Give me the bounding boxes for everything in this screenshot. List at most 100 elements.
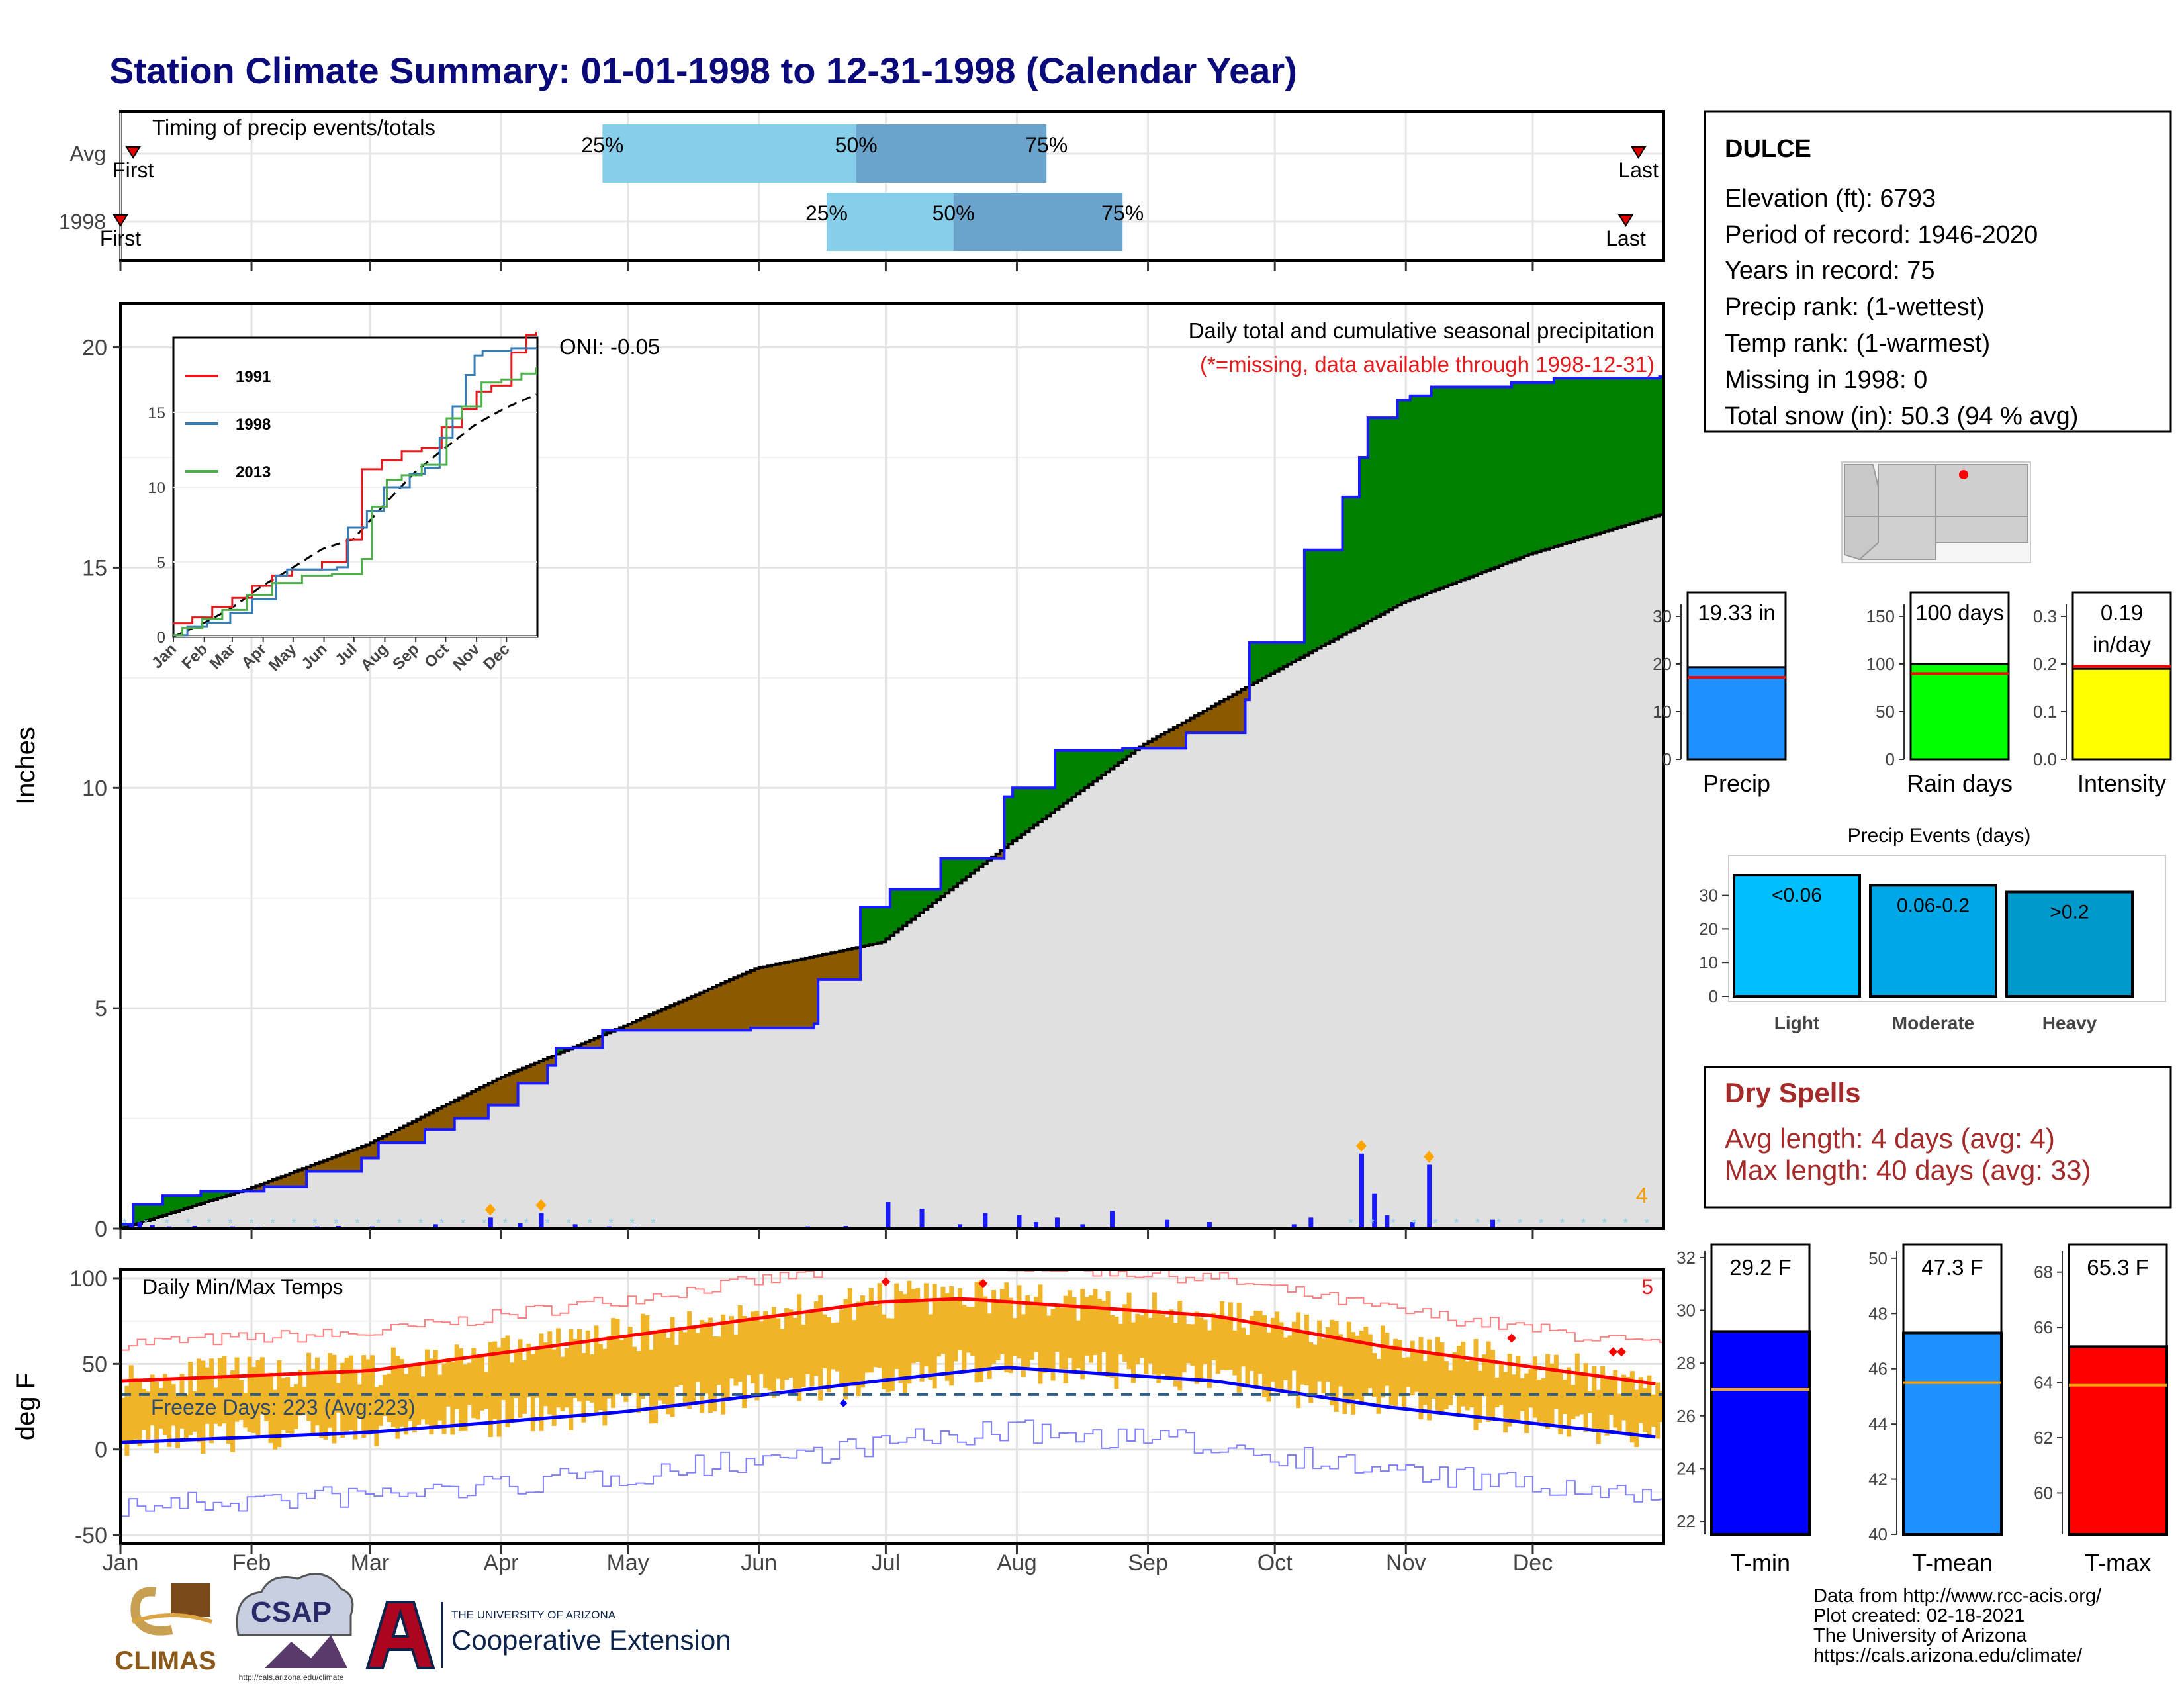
first-event-marker-icon: [125, 146, 141, 159]
tmin-bar-label: T-min: [1731, 1549, 1790, 1576]
daily-temp-range-bar: [1177, 1301, 1183, 1391]
snow-day-marker-icon: *: [1433, 1217, 1437, 1230]
daily-temp-range-bar: [1439, 1342, 1445, 1415]
summary-bar-value-label: 19.33 in: [1698, 600, 1775, 625]
daily-temp-range-bar: [1452, 1352, 1457, 1395]
daily-temp-range-bar: [467, 1362, 472, 1405]
daily-temp-range-bar: [1482, 1354, 1487, 1397]
daily-temp-range-bar: [535, 1348, 540, 1398]
last-event-label: Last: [1618, 158, 1659, 182]
daily-temp-range-bar: [293, 1384, 298, 1429]
daily-precip-bar: [1308, 1217, 1314, 1229]
daily-temp-range-bar: [856, 1301, 861, 1397]
daily-precip-bar: [1054, 1217, 1060, 1229]
snow-day-marker-icon: *: [165, 1217, 169, 1230]
dry-spells-avg: Avg length: 4 days (avg: 4): [1725, 1123, 2055, 1154]
daily-temp-range-bar: [539, 1333, 544, 1431]
daily-temp-range-bar: [1156, 1310, 1161, 1383]
month-label: Mar: [351, 1550, 390, 1575]
daily-temp-range-bar: [429, 1358, 434, 1435]
daily-temp-range-bar: [1579, 1375, 1584, 1415]
daily-temp-range-bar: [1071, 1297, 1077, 1372]
credits: Data from http://www.rcc-acis.org/ Plot …: [1813, 1585, 2102, 1666]
summary-bars: 0 10 20 30 19.33 in 0 50 100 150 100 days 0.0 0.1 0.…: [1653, 591, 2172, 769]
climas-logo[interactable]: CLIMAS: [114, 1583, 216, 1675]
summary-bar-tick-label: 0: [1662, 749, 1672, 769]
daily-temp-range-bar: [1600, 1366, 1606, 1433]
temp-series: [120, 1270, 1664, 1517]
daily-temp-range-bar: [518, 1339, 523, 1418]
daily-temp-range-bar: [1089, 1295, 1094, 1363]
daily-temp-range-bar: [183, 1395, 189, 1441]
credit-website: https://cals.arizona.edu/climate/: [1813, 1645, 2083, 1666]
daily-temp-range-bar: [128, 1365, 134, 1442]
daily-temp-range-bar: [412, 1364, 417, 1433]
station-years: Years in record: 75: [1725, 257, 1935, 285]
daily-temp-range-bar: [437, 1374, 443, 1421]
daily-temp-range-bar: [936, 1299, 942, 1357]
daily-temp-range-bar: [615, 1318, 620, 1395]
daily-temp-range-bar: [1435, 1336, 1440, 1413]
event-bar-value-label: >0.2: [2050, 901, 2089, 923]
temp-summary-tick-label: 50: [1868, 1248, 1888, 1268]
inset-legend-label: 1991: [236, 368, 271, 386]
daily-temp-range-bar: [1422, 1361, 1428, 1405]
daily-temp-range-bar: [826, 1317, 831, 1393]
summary-bar-tick-label: 10: [1653, 702, 1672, 722]
daily-temp-range-bar: [1144, 1311, 1149, 1374]
daily-temp-range-bar: [1334, 1321, 1339, 1412]
daily-temp-range-bar: [1567, 1367, 1572, 1437]
daily-temp-range-bar: [1097, 1299, 1102, 1375]
precip-y-tick-label: 20: [82, 336, 107, 361]
tmax-bar-label: T-max: [2085, 1549, 2151, 1576]
month-label: Jul: [872, 1550, 900, 1575]
daily-temp-range-bar: [141, 1389, 146, 1430]
timing-q75-label: 75%: [1101, 201, 1144, 225]
daily-temp-range-bar: [192, 1391, 197, 1432]
summary-bar-tick-label: 0.0: [2033, 749, 2057, 769]
temp-summary-tick-label: 44: [1868, 1414, 1888, 1434]
timing-q75-label: 75%: [1025, 133, 1068, 157]
daily-temp-range-bar: [860, 1295, 866, 1388]
month-axis: Jan Feb Mar Apr May Jun Jul Aug Sep Oct Nov Dec: [103, 1550, 1553, 1575]
ua-cooperative-extension-logo[interactable]: THE UNIVERSITY OF ARIZONA Cooperative Ex…: [365, 1601, 731, 1669]
daily-temp-range-bar: [1241, 1327, 1246, 1367]
daily-temp-range-bar: [197, 1358, 201, 1443]
daily-temp-range-bar: [1338, 1334, 1343, 1387]
daily-temp-range-bar: [420, 1376, 426, 1420]
daily-temp-range-bar: [179, 1374, 185, 1429]
month-label: Feb: [232, 1550, 271, 1575]
temp-summary-tick-label: 62: [2034, 1428, 2053, 1448]
daily-precip-bar: [539, 1213, 544, 1229]
daily-temp-range-bar: [911, 1288, 916, 1364]
daily-temp-range-bar: [725, 1321, 730, 1401]
temp-corner-count: 5: [1641, 1275, 1653, 1299]
daily-temp-range-bar: [1059, 1307, 1064, 1373]
snow-day-marker-icon: *: [1539, 1217, 1543, 1230]
snow-day-marker-icon: *: [482, 1217, 486, 1230]
daily-temp-range-bar: [273, 1389, 277, 1450]
daily-precip-bar: [1427, 1164, 1432, 1229]
daily-temp-range-bar: [581, 1353, 586, 1423]
daily-temp-range-bar: [247, 1356, 252, 1432]
extreme-event-marker-icon: [1424, 1150, 1435, 1163]
daily-temp-range-bar: [915, 1288, 921, 1362]
daily-temp-range-bar: [1617, 1393, 1622, 1435]
daily-temp-range-bar: [886, 1318, 891, 1393]
temp-panel: 100 50 0 -50 deg F Daily Min/Max Temps Free…: [11, 1266, 1665, 1575]
timing-bars: 25% 50% 75% First Last 25% 50% 75% First Last: [100, 124, 1662, 251]
temp-y-axis: 100 50 0 -50: [69, 1266, 1534, 1554]
daily-temp-range-bar: [1054, 1304, 1060, 1352]
daily-temp-range-bar: [704, 1322, 709, 1394]
daily-temp-range-bar: [1075, 1320, 1081, 1369]
inset-series-2013-line: [173, 367, 537, 637]
last-event-label: Last: [1606, 226, 1646, 250]
temp-summary-tick-label: 46: [1868, 1359, 1888, 1379]
csap-logo[interactable]: CSAP http://cals.arizona.edu/climate: [236, 1573, 354, 1682]
daily-temp-range-bar: [133, 1378, 138, 1440]
daily-temp-range-bar: [1604, 1377, 1610, 1436]
daily-temp-range-bar: [213, 1387, 218, 1424]
daily-temp-range-bar: [505, 1335, 510, 1427]
station-period: Period of record: 1946-2020: [1725, 221, 2038, 249]
last-event-marker-icon: [1617, 214, 1634, 227]
